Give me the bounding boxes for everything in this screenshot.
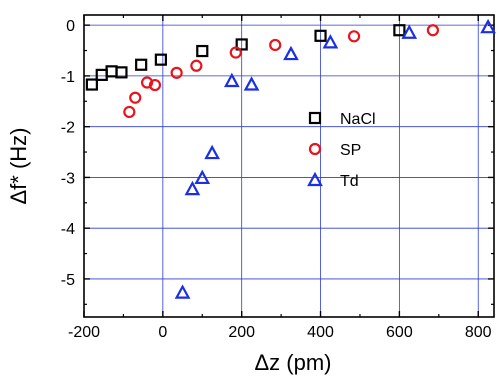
data-point-circle [140, 76, 154, 89]
data-point-triangle [283, 45, 299, 61]
data-point-square [393, 24, 406, 37]
y-tick-label: 0 [66, 18, 75, 35]
y-axis-label: Δf* (Hz) [6, 127, 31, 204]
series-sp [123, 24, 439, 119]
data-point-triangle [480, 18, 496, 34]
x-axis-label: Δz (pm) [254, 350, 331, 375]
data-point-square [115, 66, 128, 79]
x-tick-label: 200 [228, 324, 255, 341]
data-point-circle [269, 38, 282, 52]
data-point-triangle [204, 144, 220, 160]
data-point-circle [129, 91, 142, 104]
axis-ticks [83, 15, 494, 317]
data-point-triangle [401, 24, 418, 39]
data-point-triangle [223, 72, 240, 88]
data-point-triangle [322, 34, 339, 49]
data-point-square [135, 58, 148, 71]
x-tick-label: 800 [465, 324, 492, 341]
legend-label-nacl: NaCl [340, 111, 376, 128]
data-point-square [154, 53, 167, 66]
data-point-triangle [243, 76, 260, 91]
data-point-triangle [194, 169, 211, 185]
plot-frame [83, 14, 495, 318]
grid-lines [83, 15, 494, 317]
legend: NaCl SP Td [307, 111, 376, 190]
data-point-circle [308, 142, 322, 156]
data-point-square [85, 78, 98, 91]
x-tick-label: 600 [386, 324, 413, 341]
data-point-square [105, 65, 118, 78]
x-tick-label: 400 [307, 324, 334, 341]
data-point-circle [148, 78, 162, 92]
series-nacl [85, 24, 406, 91]
data-point-circle [170, 66, 183, 79]
y-tick-label: -5 [61, 272, 75, 289]
data-point-square [196, 44, 209, 58]
y-tick-label: -3 [61, 170, 75, 187]
data-point-circle [190, 59, 203, 72]
data-point-circle [123, 105, 136, 119]
data-point-triangle [184, 180, 201, 196]
data-point-square [314, 29, 327, 42]
y-tick-label: -4 [61, 221, 75, 238]
data-point-triangle [174, 284, 191, 299]
y-tick-label: -2 [61, 120, 75, 137]
data-point-circle [229, 46, 242, 59]
data-point-circle [347, 30, 361, 43]
data-point-square [95, 68, 108, 81]
data-point-triangle [307, 171, 323, 187]
x-tick-label: -200 [68, 324, 100, 341]
series-td [174, 18, 496, 299]
data-point-circle [426, 24, 439, 37]
data-point-square [235, 38, 248, 51]
legend-label-sp: SP [340, 142, 361, 159]
y-tick-label: -1 [61, 69, 75, 86]
x-tick-label: 0 [158, 324, 167, 341]
legend-label-td: Td [340, 173, 359, 190]
data-point-square [308, 111, 322, 125]
